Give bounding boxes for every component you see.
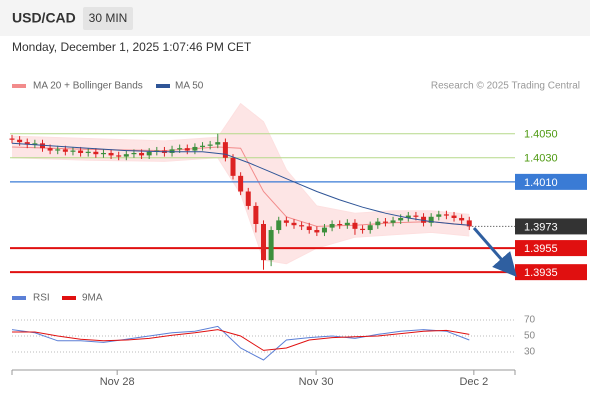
legend-swatch — [62, 296, 76, 300]
candle-body — [47, 148, 53, 151]
candle-body — [329, 224, 335, 228]
rsi-tick-label: 70 — [524, 315, 536, 326]
candle-body — [459, 217, 465, 221]
candle-body — [276, 220, 282, 231]
level-label-box — [515, 264, 587, 281]
subtitle: Monday, December 1, 2025 1:07:46 PM CET — [12, 40, 252, 54]
x-tick-label: Dec 2 — [459, 376, 488, 388]
candle-body — [24, 142, 30, 145]
candle-body — [428, 216, 434, 223]
candle-body — [382, 221, 388, 223]
candle-body — [200, 145, 206, 147]
chart-title: USD/CAD — [12, 10, 76, 26]
candle-body — [344, 222, 350, 226]
legend-label: RSI — [33, 293, 50, 304]
candle-body — [314, 230, 320, 233]
candle-body — [398, 217, 404, 221]
candle-body — [367, 225, 373, 231]
level-label: 1.4050 — [524, 129, 558, 141]
level-label-box — [515, 173, 587, 190]
level-label: 1.4030 — [524, 153, 558, 165]
candle-body — [466, 220, 472, 227]
rsi-tick-label: 30 — [524, 347, 536, 358]
candle-body — [17, 139, 23, 143]
candle-body — [9, 138, 15, 140]
candle-body — [245, 191, 251, 206]
legend-label: 9MA — [82, 293, 103, 304]
candle-body — [123, 154, 129, 157]
ma50-line — [11, 142, 470, 226]
candle-body — [192, 146, 198, 151]
candle-body — [85, 151, 91, 153]
legend-swatch — [12, 84, 26, 88]
level-label-box — [515, 240, 587, 257]
candle-body — [139, 152, 145, 156]
candle-body — [299, 225, 305, 227]
x-tick-label: Nov 28 — [100, 376, 135, 388]
candle-body — [70, 150, 76, 152]
level-label: 1.3955 — [524, 243, 558, 255]
candle-body — [283, 220, 289, 223]
candle-body — [100, 152, 106, 155]
candle-body — [390, 220, 396, 223]
source: Research © 2025 Trading Central — [431, 81, 580, 92]
x-tick-label: Nov 30 — [299, 376, 334, 388]
ma20-line — [11, 146, 470, 227]
candle-body — [146, 151, 152, 156]
candle-body — [337, 224, 343, 226]
candle-body — [78, 150, 84, 153]
candle-body — [207, 144, 213, 146]
candle-body — [222, 142, 228, 158]
candle-body — [116, 155, 122, 157]
legend-label: MA 20 + Bollinger Bands — [33, 81, 143, 92]
legend-label: MA 50 — [175, 81, 204, 92]
candle-body — [451, 215, 457, 218]
candle-body — [321, 227, 327, 233]
candle-body — [32, 143, 38, 145]
candle-body — [268, 230, 274, 261]
level-label: 1.3973 — [524, 221, 558, 233]
candle-body — [413, 215, 419, 217]
candle-body — [169, 149, 175, 153]
rsi-line — [11, 325, 470, 361]
candle-body — [131, 152, 137, 155]
legend-swatch — [12, 296, 26, 300]
candle-body — [93, 151, 99, 155]
rsi-tick-label: 50 — [524, 331, 536, 342]
candle-body — [215, 142, 221, 145]
timeframe-badge — [83, 7, 133, 30]
candle-body — [238, 175, 244, 192]
candle-body — [291, 222, 297, 226]
candle-body — [177, 148, 183, 150]
candle-body — [108, 152, 114, 156]
candle-body — [306, 226, 312, 231]
bollinger-upper — [11, 102, 470, 215]
candle-body — [55, 149, 61, 151]
timeframe: 30 MIN — [89, 11, 128, 25]
level-label: 1.4010 — [524, 177, 558, 189]
forecast-arrow — [472, 227, 517, 278]
candle-body — [436, 214, 442, 217]
level-label: 1.3935 — [524, 267, 558, 279]
rsi-ma-line — [12, 329, 470, 351]
legend-swatch — [156, 84, 170, 88]
candle-body — [261, 224, 266, 261]
level-label-box — [515, 218, 587, 235]
candle-body — [62, 149, 68, 152]
bollinger-lower — [11, 157, 470, 265]
candle-body — [375, 221, 381, 226]
candle-body — [443, 214, 449, 216]
candle-body — [253, 205, 259, 225]
candle-body — [184, 148, 190, 151]
candle-body — [352, 222, 358, 229]
candle-body — [405, 215, 411, 218]
candle-body — [360, 228, 366, 231]
candle-body — [421, 216, 427, 223]
candle-body — [230, 157, 236, 176]
